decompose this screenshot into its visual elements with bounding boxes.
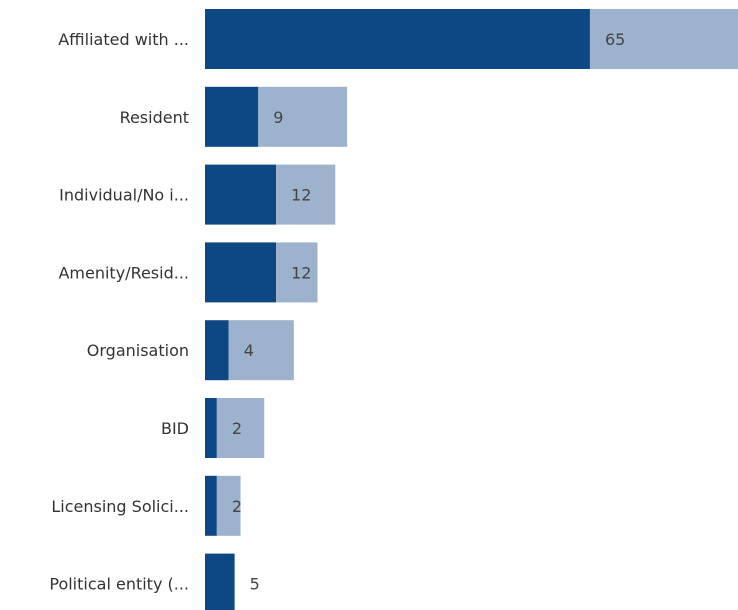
bar-primary (205, 86, 259, 147)
bar-primary (205, 398, 217, 458)
bar-row: Political entity (... 5 (49, 553, 260, 610)
bar-row: Individual/No i... 12 (59, 164, 336, 225)
data-label: 9 (273, 108, 283, 127)
category-label: Organisation (87, 341, 189, 360)
bar-secondary (276, 242, 318, 303)
data-label: 65 (605, 30, 625, 49)
category-label: BID (161, 419, 189, 438)
data-label: 12 (291, 263, 311, 282)
bar-secondary (589, 9, 738, 69)
bar-primary (205, 164, 277, 225)
bar-primary (205, 553, 235, 610)
bar-secondary (216, 475, 241, 536)
category-label: Licensing Solici... (51, 497, 189, 516)
category-label: Amenity/Resid... (58, 263, 189, 282)
bar-primary (205, 320, 229, 381)
bar-row: Amenity/Resid... 12 (58, 242, 318, 303)
bar-row: Organisation 4 (87, 320, 294, 381)
bar-row: Licensing Solici... 2 (51, 475, 242, 536)
category-label: Political entity (... (49, 575, 189, 594)
bar-primary (205, 9, 590, 69)
data-label: 2 (232, 419, 242, 438)
bar-row: Resident 9 (120, 86, 348, 147)
bar-row: BID 2 (161, 398, 265, 458)
bar-primary (205, 475, 217, 536)
data-label: 12 (291, 186, 311, 205)
category-label: Individual/No i... (59, 186, 189, 205)
bar-secondary (258, 86, 348, 147)
bar-primary (205, 242, 277, 303)
data-label: 4 (244, 341, 254, 360)
data-label: 2 (232, 497, 242, 516)
category-label: Affiliated with ... (58, 30, 189, 49)
category-label: Resident (120, 108, 189, 127)
bar-secondary (276, 164, 336, 225)
data-label: 5 (250, 575, 260, 594)
bar-secondary (228, 320, 294, 381)
bar-row: Affiliated with ... 65 (58, 9, 738, 69)
bar-secondary (216, 398, 265, 458)
